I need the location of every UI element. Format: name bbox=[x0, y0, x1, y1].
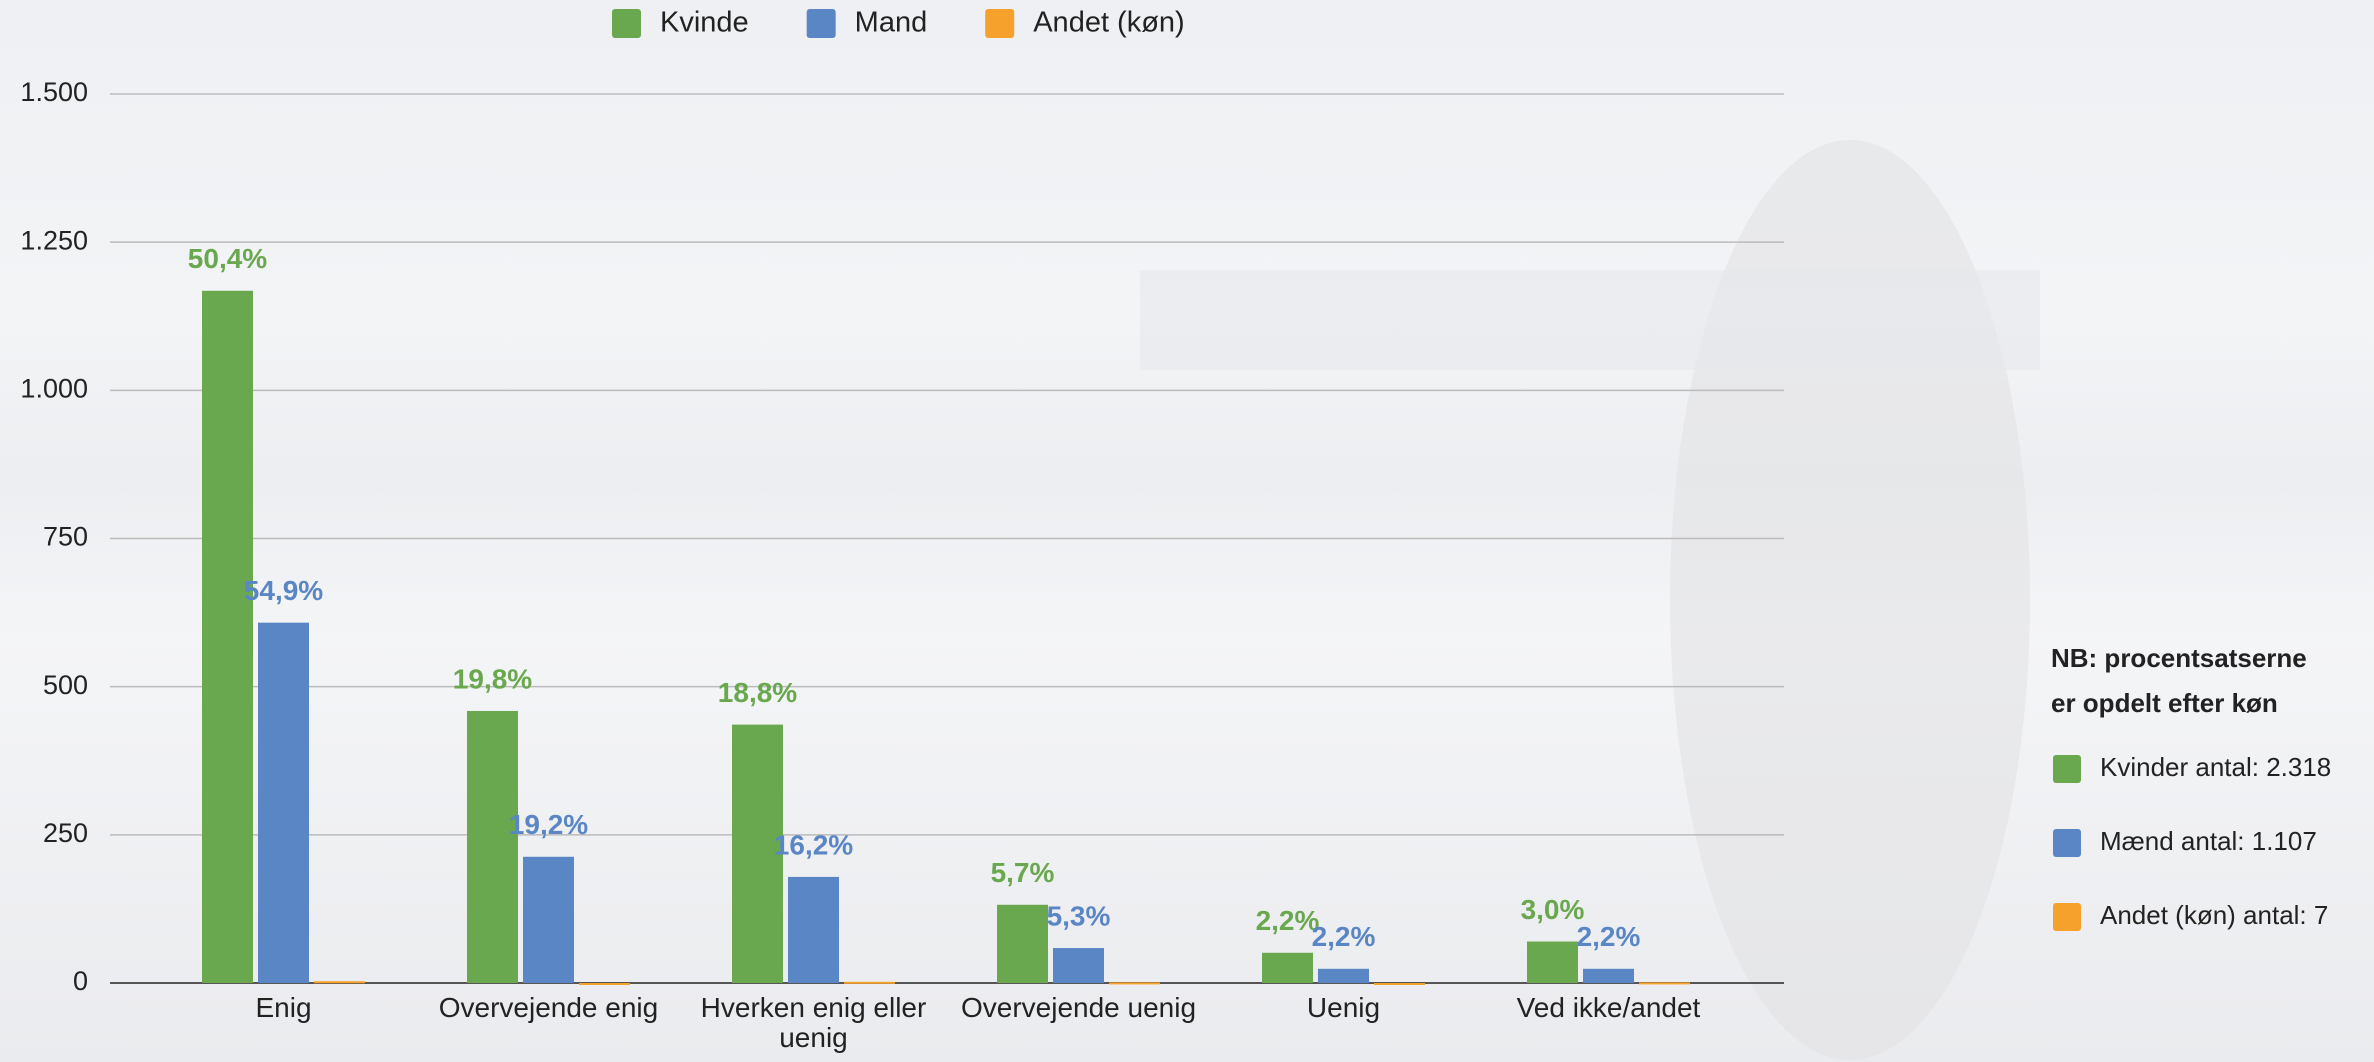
note-line: NB: procentsatserne bbox=[2051, 643, 2307, 673]
note-label: Andet (køn) antal: 7 bbox=[2100, 900, 2328, 930]
data-label: 3,0% bbox=[1521, 894, 1585, 925]
bar bbox=[788, 876, 839, 983]
note-label: Mænd antal: 1.107 bbox=[2100, 826, 2317, 856]
x-tick-label: Uenig bbox=[1306, 992, 1381, 1023]
bar bbox=[579, 983, 630, 985]
legend-label: Kvinde bbox=[660, 7, 749, 39]
bar bbox=[1109, 982, 1160, 985]
y-tick-label: 750 bbox=[43, 522, 88, 552]
x-tick-label: Overvejende enig bbox=[438, 992, 659, 1023]
y-tick-label: 250 bbox=[43, 818, 88, 848]
legend-label: Andet (køn) bbox=[1033, 7, 1185, 39]
background-horizon bbox=[1140, 270, 2040, 370]
note-swatch bbox=[2053, 829, 2081, 857]
bar bbox=[1583, 968, 1634, 983]
x-tick-label: Hverken enig eller uenig bbox=[700, 992, 927, 1053]
x-tick-label: Ved ikke/andet bbox=[1516, 992, 1701, 1023]
bar bbox=[258, 622, 309, 983]
y-tick-label: 1.500 bbox=[20, 77, 88, 107]
y-tick-label: 1.000 bbox=[20, 373, 88, 403]
x-tick-label: Enig bbox=[255, 992, 312, 1023]
bar bbox=[1639, 982, 1690, 985]
note-label: Kvinder antal: 2.318 bbox=[2100, 752, 2331, 782]
y-tick-label: 0 bbox=[73, 966, 88, 996]
data-label: 5,7% bbox=[991, 857, 1055, 888]
legend-swatch bbox=[612, 9, 641, 38]
data-label: 16,2% bbox=[774, 829, 853, 860]
bar bbox=[1262, 952, 1313, 983]
bar bbox=[314, 981, 365, 984]
data-label: 2,2% bbox=[1256, 905, 1320, 936]
y-tick-label: 1.250 bbox=[20, 225, 88, 255]
bar bbox=[1053, 948, 1104, 983]
data-label: 19,2% bbox=[509, 809, 588, 840]
note-swatch bbox=[2053, 903, 2081, 931]
y-tick-label: 500 bbox=[43, 670, 88, 700]
legend-swatch bbox=[985, 9, 1015, 38]
data-label: 2,2% bbox=[1577, 921, 1641, 952]
bar bbox=[1374, 983, 1425, 985]
legend-label: Mand bbox=[855, 7, 928, 39]
bar bbox=[202, 290, 253, 983]
data-label: 18,8% bbox=[718, 677, 797, 708]
data-label: 19,8% bbox=[453, 663, 532, 694]
bar bbox=[844, 981, 895, 984]
data-label: 5,3% bbox=[1047, 900, 1111, 931]
bar bbox=[1527, 941, 1578, 983]
note-line: er opdelt efter køn bbox=[2051, 688, 2278, 718]
note-swatch bbox=[2053, 755, 2081, 783]
x-tick-label: Overvejende uenig bbox=[960, 992, 1197, 1023]
data-label: 54,9% bbox=[244, 575, 323, 606]
data-label: 2,2% bbox=[1312, 921, 1376, 952]
data-label: 50,4% bbox=[188, 243, 267, 274]
bar bbox=[732, 724, 783, 983]
bar bbox=[523, 856, 574, 983]
legend-swatch bbox=[806, 9, 836, 38]
bar bbox=[1318, 968, 1369, 983]
bar bbox=[997, 904, 1048, 983]
bar bbox=[467, 710, 518, 983]
